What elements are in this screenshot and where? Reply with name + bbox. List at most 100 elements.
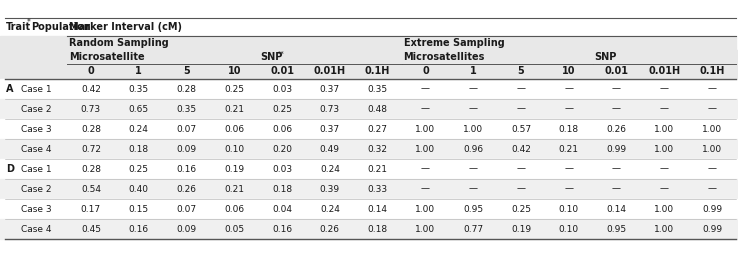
Text: 0.33: 0.33 <box>368 185 387 193</box>
Text: —: — <box>421 105 430 114</box>
Text: 0.18: 0.18 <box>272 185 292 193</box>
Text: 0.35: 0.35 <box>176 105 196 114</box>
Text: 1.00: 1.00 <box>702 124 723 134</box>
Text: 0.39: 0.39 <box>320 185 340 193</box>
Text: 0.06: 0.06 <box>224 124 244 134</box>
Text: 0.24: 0.24 <box>320 205 339 214</box>
Text: 0.25: 0.25 <box>224 85 244 94</box>
Text: 1.00: 1.00 <box>655 205 675 214</box>
Text: Microsatellites: Microsatellites <box>404 52 485 62</box>
Text: 1.00: 1.00 <box>463 124 483 134</box>
Text: 0.25: 0.25 <box>128 164 148 173</box>
Text: —: — <box>517 85 525 94</box>
Text: 0.19: 0.19 <box>224 164 244 173</box>
Text: 0.03: 0.03 <box>272 85 292 94</box>
Text: 0.07: 0.07 <box>176 124 196 134</box>
Text: 0.99: 0.99 <box>702 225 723 234</box>
Text: —: — <box>565 164 573 173</box>
Text: 0.32: 0.32 <box>368 144 387 153</box>
Text: Extreme Sampling: Extreme Sampling <box>404 38 504 48</box>
Text: 0.35: 0.35 <box>128 85 149 94</box>
Text: SNP: SNP <box>260 52 283 62</box>
Text: 1.00: 1.00 <box>415 124 435 134</box>
Text: 0.06: 0.06 <box>272 124 292 134</box>
Text: —: — <box>565 185 573 193</box>
Text: —: — <box>517 185 525 193</box>
Text: —: — <box>421 85 430 94</box>
Text: 0.17: 0.17 <box>81 205 101 214</box>
Text: 0.28: 0.28 <box>81 124 101 134</box>
Text: 0.42: 0.42 <box>81 85 101 94</box>
Text: 0.27: 0.27 <box>368 124 387 134</box>
Text: 1: 1 <box>135 66 142 77</box>
Text: 0.06: 0.06 <box>224 205 244 214</box>
Text: 0.99: 0.99 <box>607 144 627 153</box>
Text: 0: 0 <box>88 66 94 77</box>
Text: 0.10: 0.10 <box>559 225 579 234</box>
Text: Case 2: Case 2 <box>21 105 52 114</box>
Text: 0.04: 0.04 <box>272 205 292 214</box>
Text: —: — <box>660 185 669 193</box>
Text: Case 2: Case 2 <box>21 185 52 193</box>
Text: 1.00: 1.00 <box>655 124 675 134</box>
Text: 0.16: 0.16 <box>272 225 292 234</box>
Text: 0.96: 0.96 <box>463 144 483 153</box>
Text: 0.16: 0.16 <box>128 225 149 234</box>
Bar <box>0 36 67 50</box>
Text: 0.20: 0.20 <box>272 144 292 153</box>
Text: 0.28: 0.28 <box>81 164 101 173</box>
Text: 0.18: 0.18 <box>368 225 387 234</box>
Text: 0.72: 0.72 <box>81 144 101 153</box>
Text: 0.26: 0.26 <box>176 185 196 193</box>
Text: —: — <box>660 164 669 173</box>
Text: 0.01: 0.01 <box>270 66 294 77</box>
Text: —: — <box>660 105 669 114</box>
Text: 0.14: 0.14 <box>368 205 387 214</box>
Text: 0.73: 0.73 <box>320 105 340 114</box>
Text: 0.14: 0.14 <box>607 205 627 214</box>
Text: 0.1H: 0.1H <box>365 66 390 77</box>
Text: 10: 10 <box>562 66 576 77</box>
Text: 0.49: 0.49 <box>320 144 339 153</box>
Bar <box>0 139 738 159</box>
Text: —: — <box>421 164 430 173</box>
Bar <box>0 50 738 64</box>
Text: 0.18: 0.18 <box>128 144 149 153</box>
Text: 0.24: 0.24 <box>128 124 148 134</box>
Text: —: — <box>612 164 621 173</box>
Text: 1.00: 1.00 <box>655 144 675 153</box>
Text: —: — <box>517 105 525 114</box>
Text: 0.18: 0.18 <box>559 124 579 134</box>
Text: 0.24: 0.24 <box>320 164 339 173</box>
Text: 0.21: 0.21 <box>224 185 244 193</box>
Text: Case 3: Case 3 <box>21 124 52 134</box>
Text: SNP: SNP <box>595 52 617 62</box>
Text: 0.03: 0.03 <box>272 164 292 173</box>
Text: 0.16: 0.16 <box>176 164 196 173</box>
Text: 0.73: 0.73 <box>81 105 101 114</box>
Text: —: — <box>612 185 621 193</box>
Text: —: — <box>565 105 573 114</box>
Bar <box>0 119 738 139</box>
Text: 0.25: 0.25 <box>511 205 531 214</box>
Text: D: D <box>6 164 14 174</box>
Text: —: — <box>421 185 430 193</box>
Text: —: — <box>612 85 621 94</box>
Text: 0.37: 0.37 <box>320 124 340 134</box>
Text: —: — <box>708 105 717 114</box>
Text: 0.21: 0.21 <box>224 105 244 114</box>
Text: 1.00: 1.00 <box>415 225 435 234</box>
Text: 0.09: 0.09 <box>176 144 196 153</box>
Text: 0.10: 0.10 <box>559 205 579 214</box>
Text: 0.57: 0.57 <box>511 124 531 134</box>
Text: —: — <box>469 164 477 173</box>
Text: Marker Interval (cM): Marker Interval (cM) <box>69 22 182 32</box>
Text: 0.25: 0.25 <box>272 105 292 114</box>
Bar <box>0 159 738 179</box>
Text: 10: 10 <box>227 66 241 77</box>
Text: 0.07: 0.07 <box>176 205 196 214</box>
Text: —: — <box>612 105 621 114</box>
Bar <box>67 36 736 50</box>
Text: Case 4: Case 4 <box>21 144 52 153</box>
Text: —: — <box>565 85 573 94</box>
